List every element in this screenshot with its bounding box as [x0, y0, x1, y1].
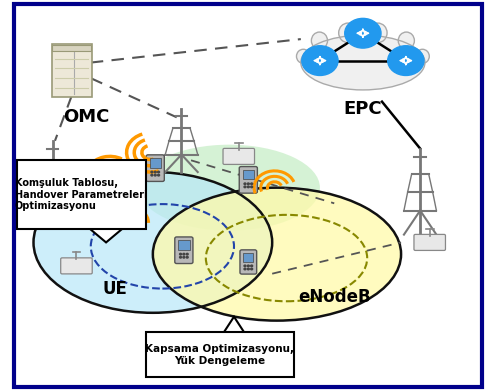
Circle shape	[186, 253, 188, 255]
FancyBboxPatch shape	[146, 155, 164, 181]
FancyBboxPatch shape	[146, 332, 294, 377]
FancyBboxPatch shape	[243, 170, 254, 179]
FancyBboxPatch shape	[61, 258, 92, 274]
Circle shape	[247, 183, 249, 185]
Circle shape	[183, 253, 185, 255]
Circle shape	[244, 186, 246, 188]
Circle shape	[158, 171, 160, 173]
FancyBboxPatch shape	[52, 45, 91, 51]
Ellipse shape	[138, 145, 320, 231]
FancyBboxPatch shape	[239, 167, 258, 193]
FancyBboxPatch shape	[240, 250, 257, 274]
Circle shape	[154, 174, 156, 176]
Ellipse shape	[34, 172, 272, 313]
Circle shape	[154, 171, 156, 173]
Circle shape	[251, 186, 253, 188]
Ellipse shape	[398, 32, 414, 49]
Circle shape	[158, 174, 160, 176]
Circle shape	[180, 256, 182, 258]
Circle shape	[388, 46, 424, 75]
FancyBboxPatch shape	[175, 237, 193, 264]
FancyBboxPatch shape	[150, 158, 161, 168]
FancyBboxPatch shape	[178, 240, 189, 250]
Ellipse shape	[415, 49, 429, 63]
Ellipse shape	[369, 23, 387, 43]
Text: EPC: EPC	[343, 100, 382, 118]
FancyBboxPatch shape	[52, 44, 92, 97]
Circle shape	[345, 18, 381, 48]
Circle shape	[151, 171, 153, 173]
FancyBboxPatch shape	[244, 253, 253, 262]
Circle shape	[183, 256, 185, 258]
FancyBboxPatch shape	[223, 148, 255, 164]
Text: UE: UE	[102, 280, 127, 298]
Text: Komşuluk Tablosu,
Handover Parametreleri
Optimizasyonu: Komşuluk Tablosu, Handover Parametreleri…	[15, 178, 148, 211]
Circle shape	[244, 183, 246, 185]
Circle shape	[244, 265, 246, 267]
Text: OMC: OMC	[63, 108, 109, 126]
FancyBboxPatch shape	[17, 160, 146, 229]
Polygon shape	[88, 227, 125, 242]
Circle shape	[247, 268, 249, 270]
FancyBboxPatch shape	[414, 234, 446, 251]
Circle shape	[302, 46, 338, 75]
Ellipse shape	[338, 23, 357, 43]
Ellipse shape	[301, 35, 425, 90]
Circle shape	[186, 256, 188, 258]
Polygon shape	[223, 317, 245, 334]
Circle shape	[247, 265, 249, 267]
Ellipse shape	[311, 32, 328, 49]
Circle shape	[251, 265, 253, 267]
Circle shape	[151, 174, 153, 176]
Ellipse shape	[153, 188, 401, 321]
Text: Kapsama Optimizasyonu,
Yük Dengeleme: Kapsama Optimizasyonu, Yük Dengeleme	[145, 344, 294, 366]
Circle shape	[251, 183, 253, 185]
Text: eNodeB: eNodeB	[298, 288, 371, 306]
Circle shape	[247, 186, 249, 188]
Circle shape	[180, 253, 182, 255]
Circle shape	[251, 268, 253, 270]
Ellipse shape	[297, 49, 310, 63]
Circle shape	[244, 268, 246, 270]
